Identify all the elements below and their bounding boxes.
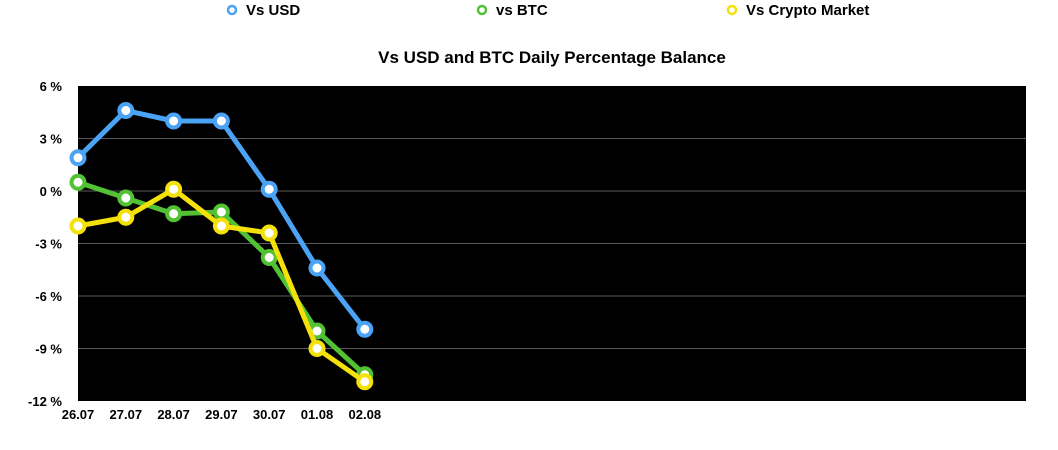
y-tick-label: -12 % bbox=[28, 394, 62, 409]
x-axis-ticks: 26.07 27.07 28.07 29.07 30.07 01.08 02.08 bbox=[62, 407, 381, 422]
legend-label: vs BTC bbox=[496, 2, 548, 19]
legend-label: Vs USD bbox=[246, 2, 300, 19]
data-point bbox=[308, 340, 326, 357]
data-point bbox=[165, 112, 183, 130]
legend-marker bbox=[226, 4, 238, 16]
chart-title: Vs USD and BTC Daily Percentage Balance bbox=[378, 48, 726, 67]
y-tick-label: 6 % bbox=[40, 79, 63, 94]
data-point bbox=[165, 180, 183, 198]
data-point bbox=[69, 173, 87, 191]
y-tick-label: -3 % bbox=[35, 237, 62, 252]
data-point bbox=[212, 112, 230, 130]
x-tick-label: 27.07 bbox=[110, 407, 143, 422]
data-point bbox=[260, 224, 278, 242]
data-point bbox=[260, 180, 278, 198]
data-point bbox=[117, 102, 135, 119]
data-point bbox=[212, 203, 230, 221]
data-point bbox=[117, 208, 135, 226]
y-tick-label: 3 % bbox=[40, 132, 63, 147]
data-point bbox=[356, 320, 374, 338]
y-tick-label: -6 % bbox=[35, 289, 62, 304]
y-tick-label: -9 % bbox=[35, 342, 62, 357]
x-tick-label: 30.07 bbox=[253, 407, 286, 422]
x-tick-label: 28.07 bbox=[157, 407, 190, 422]
series-2 bbox=[69, 180, 374, 391]
x-tick-label: 26.07 bbox=[62, 407, 95, 422]
y-axis-ticks: 6 % 3 % 0 % -3 % -6 % -9 % -12 % bbox=[28, 79, 62, 409]
data-point bbox=[308, 259, 326, 277]
data-point bbox=[212, 217, 230, 235]
chart-legend: Vs USD vs BTC Vs Crypto Market bbox=[226, 2, 869, 19]
legend-marker bbox=[476, 4, 488, 16]
data-point bbox=[165, 205, 183, 223]
data-point bbox=[69, 217, 87, 235]
data-point bbox=[69, 149, 87, 167]
legend-label: Vs Crypto Market bbox=[746, 2, 869, 19]
series-0 bbox=[69, 102, 374, 338]
data-point bbox=[117, 189, 135, 207]
data-point bbox=[260, 249, 278, 266]
legend-marker bbox=[726, 4, 738, 16]
y-tick-label: 0 % bbox=[40, 184, 63, 199]
series-layer bbox=[69, 102, 374, 391]
data-point bbox=[356, 373, 374, 391]
x-tick-label: 01.08 bbox=[301, 407, 334, 422]
x-tick-label: 29.07 bbox=[205, 407, 238, 422]
x-tick-label: 02.08 bbox=[349, 407, 382, 422]
